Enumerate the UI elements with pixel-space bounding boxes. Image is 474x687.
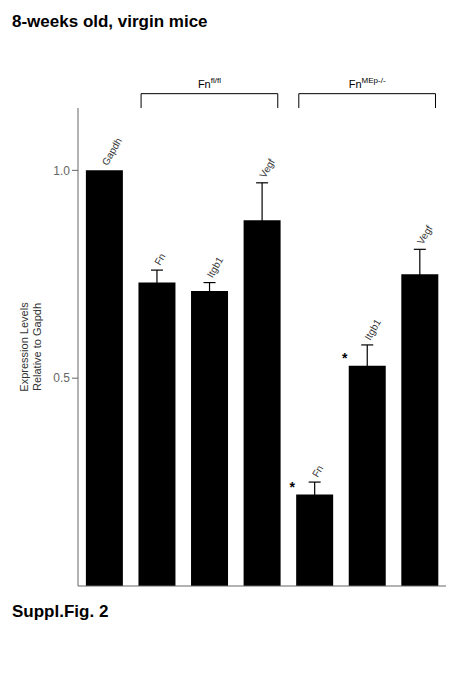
svg-text:0.5: 0.5 [53, 371, 70, 385]
html-text:Suppl.Fig. 2: Suppl.Fig. 2 [12, 602, 109, 621]
svg-text:Fn: Fn [310, 463, 325, 479]
svg-text:*: * [289, 479, 295, 495]
svg-text:Vegf: Vegf [257, 157, 277, 180]
svg-text:1.0: 1.0 [53, 164, 70, 178]
svg-text:Vegf: Vegf [415, 223, 435, 246]
svg-text:Itgb1: Itgb1 [362, 317, 383, 342]
svg-text:Itgb1: Itgb1 [205, 254, 226, 279]
svg-text:Fnfl/fl: Fnfl/fl [198, 76, 221, 90]
svg-text:FnMEp-/-: FnMEp-/- [349, 76, 386, 90]
svg-text:Gapdh: Gapdh [100, 136, 125, 168]
svg-text:Fn: Fn [152, 251, 167, 267]
svg-text:Expression LevelsRelative to G: Expression LevelsRelative to Gapdh [18, 302, 43, 392]
svg-text:*: * [342, 350, 348, 366]
html-text:8-weeks old, virgin mice: 8-weeks old, virgin mice [12, 12, 208, 31]
